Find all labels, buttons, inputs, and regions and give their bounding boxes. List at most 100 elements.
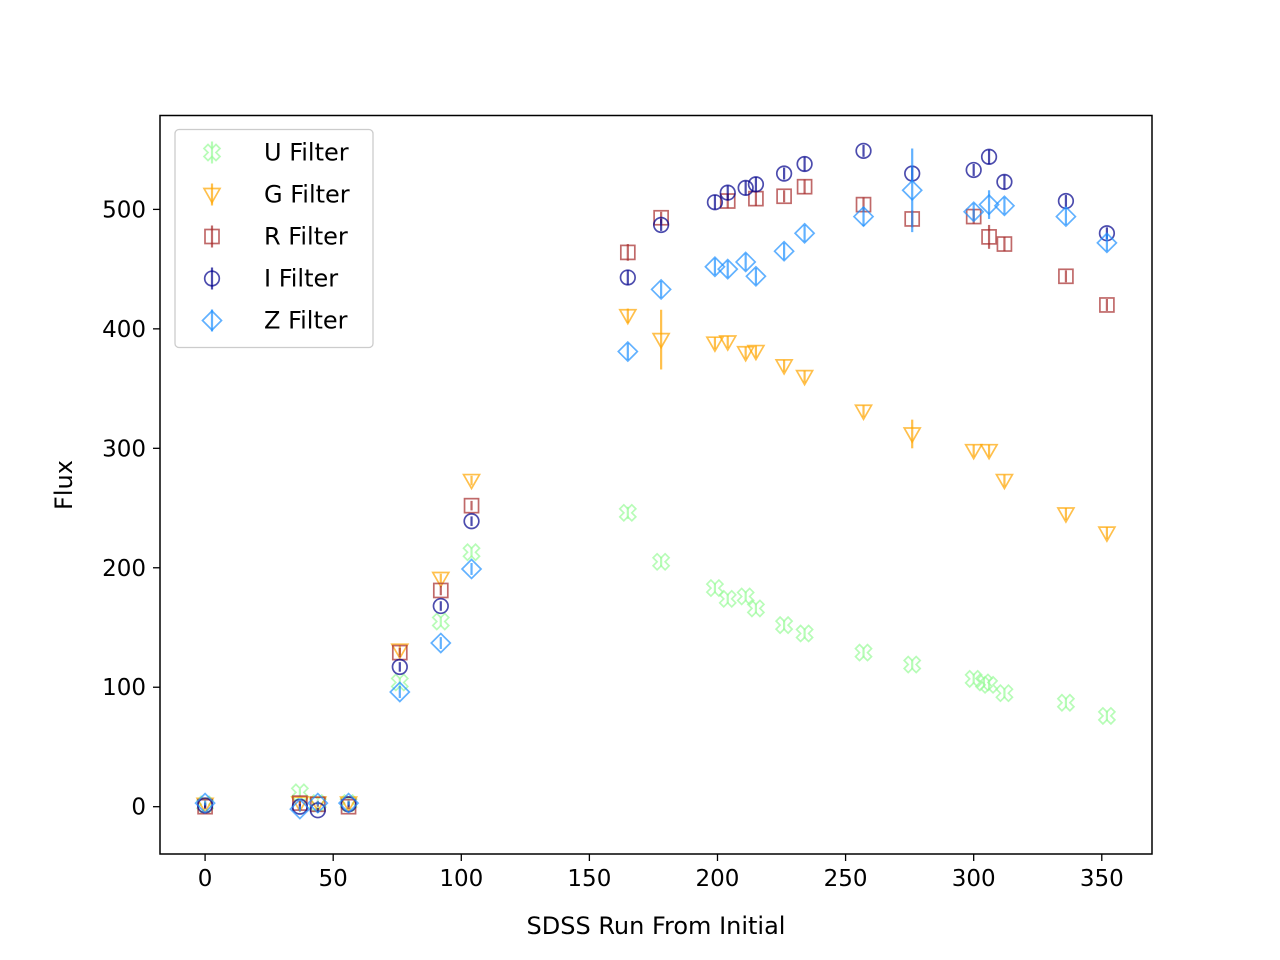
series-g-filter	[195, 308, 1117, 815]
legend-label: Z Filter	[264, 307, 348, 335]
legend-marker	[202, 143, 222, 162]
data-point	[651, 332, 671, 350]
data-point	[717, 258, 739, 280]
legend-label: U Filter	[264, 139, 349, 167]
data-point	[618, 503, 638, 523]
data-point	[965, 161, 982, 179]
data-point	[1096, 232, 1118, 254]
x-tick-label: 50	[319, 866, 348, 892]
data-point	[901, 179, 923, 201]
legend-label: R Filter	[264, 223, 348, 251]
legend-entry: U Filter	[202, 139, 349, 167]
data-point	[432, 597, 449, 615]
x-tick-label: 350	[1080, 866, 1124, 892]
data-point	[463, 497, 480, 514]
data-point	[902, 427, 922, 444]
legend-box	[174, 128, 374, 349]
data-point	[431, 571, 451, 589]
legend-entry: R Filter	[204, 223, 348, 251]
data-point	[718, 335, 738, 352]
legend-label: G Filter	[264, 181, 350, 209]
data-point	[618, 308, 638, 326]
data-point	[1056, 507, 1076, 524]
data-point	[390, 643, 410, 660]
data-point	[652, 216, 670, 234]
data-point	[796, 178, 813, 195]
data-point	[747, 176, 765, 193]
series-r-filter	[197, 178, 1115, 815]
legend-marker	[202, 187, 222, 205]
data-point	[718, 589, 737, 609]
data-point	[308, 793, 328, 813]
data-point	[706, 194, 724, 211]
data-point	[996, 173, 1013, 191]
legend: U Filter G Filter R Filter I Filter Z Filter	[174, 128, 374, 349]
y-tick-label: 300	[102, 436, 146, 462]
data-point	[719, 184, 736, 201]
data-point	[902, 655, 922, 674]
data-point	[996, 236, 1013, 252]
data-point	[617, 340, 639, 363]
data-point	[704, 256, 726, 278]
data-point	[855, 142, 872, 160]
data-point	[979, 675, 999, 695]
data-point	[736, 587, 755, 606]
data-point	[307, 792, 329, 814]
data-point	[737, 179, 754, 197]
legend-entry: Z Filter	[201, 307, 348, 335]
data-point	[995, 684, 1014, 703]
series-z-filter	[194, 148, 1118, 820]
data-point	[650, 278, 672, 301]
data-point	[1056, 693, 1076, 712]
y-tick-label: 0	[131, 795, 146, 821]
data-point	[736, 345, 756, 363]
data-point	[431, 612, 450, 631]
data-point	[745, 265, 767, 287]
data-point	[980, 148, 998, 165]
data-point	[462, 543, 481, 562]
legend-marker	[203, 270, 221, 287]
y-tick-label: 400	[102, 317, 146, 343]
y-tick-label: 500	[102, 197, 146, 223]
data-point	[746, 599, 766, 618]
legend-entry: I Filter	[203, 265, 338, 293]
data-point	[774, 359, 794, 376]
data-point	[793, 222, 816, 244]
data-point	[1058, 268, 1074, 285]
x-tick-label: 150	[567, 866, 611, 892]
data-point	[289, 798, 311, 820]
data-point	[651, 552, 671, 572]
data-point	[1097, 526, 1117, 543]
data-point	[337, 792, 360, 814]
data-point	[854, 404, 873, 421]
legend-marker	[201, 309, 223, 332]
data-point	[705, 578, 725, 598]
data-point	[774, 615, 794, 635]
plot-frame	[159, 114, 1153, 855]
legend-entry: G Filter	[202, 181, 350, 209]
data-point	[1055, 205, 1077, 228]
x-tick-label: 0	[198, 866, 213, 892]
x-axis-label: SDSS Run From Initial	[527, 912, 786, 940]
data-point	[962, 201, 985, 223]
data-point	[776, 188, 792, 205]
y-tick-label: 100	[102, 675, 146, 701]
data-point	[619, 269, 636, 286]
data-point	[619, 244, 636, 261]
data-point	[746, 344, 766, 362]
data-point	[795, 624, 814, 643]
data-point	[463, 513, 480, 530]
data-point	[430, 632, 452, 654]
y-axis-label: Flux	[50, 460, 78, 510]
data-point	[994, 473, 1014, 491]
data-point	[854, 643, 873, 662]
data-point	[1097, 706, 1117, 726]
data-point	[734, 251, 757, 273]
x-tick-label: 250	[824, 866, 868, 892]
data-point	[432, 582, 449, 599]
data-point	[462, 473, 482, 491]
data-point	[795, 369, 815, 387]
data-point	[993, 195, 1016, 217]
data-point	[391, 658, 408, 676]
